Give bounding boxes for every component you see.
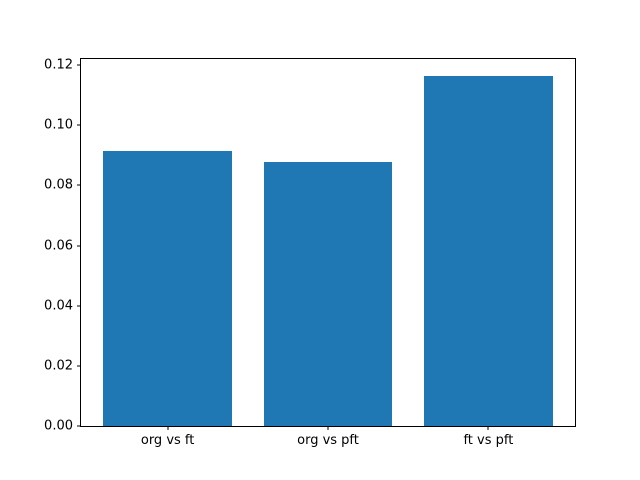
- y-tick-mark: [77, 124, 81, 126]
- x-tick-mark: [167, 426, 169, 430]
- y-tick-mark: [77, 365, 81, 367]
- y-tick-mark: [77, 245, 81, 246]
- x-tick-label: org vs pft: [297, 433, 359, 448]
- y-tick-mark: [77, 64, 81, 66]
- y-tick-label: 0.08: [44, 177, 73, 193]
- y-tick-label: 0.02: [44, 358, 73, 374]
- y-tick-mark: [77, 425, 81, 427]
- y-tick-mark: [77, 305, 81, 307]
- x-tick-mark: [327, 426, 329, 430]
- x-tick-label: ft vs pft: [463, 433, 514, 448]
- x-tick-label: org vs ft: [140, 433, 195, 448]
- y-tick-label: 0.12: [44, 57, 73, 73]
- y-tick-label: 0.10: [44, 117, 73, 133]
- bar-org-vs-ft: [103, 151, 232, 426]
- y-tick-label: 0.00: [44, 418, 73, 434]
- x-tick-mark: [487, 426, 489, 430]
- bar-ft-vs-pft: [424, 76, 553, 426]
- y-tick-mark: [77, 184, 81, 186]
- y-tick-label: 0.04: [44, 298, 73, 314]
- bar-org-vs-pft: [263, 161, 393, 426]
- plot-area: 0.00 0.02 0.04 0.06 0.08 0.10 0.12 org vs ft org…: [44, 58, 576, 447]
- y-tick-label: 0.06: [44, 238, 73, 253]
